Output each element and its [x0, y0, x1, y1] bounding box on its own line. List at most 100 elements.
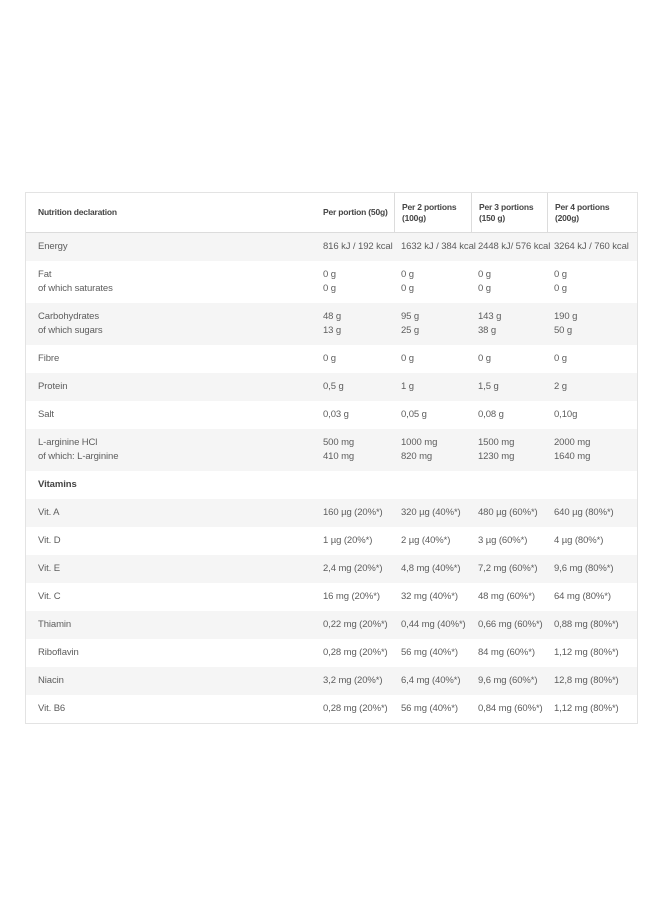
header-col: Per 2 portions (100g)	[394, 193, 471, 232]
header-col-line: (100g)	[402, 212, 426, 223]
cell-value: 0,28 mg (20%*)	[323, 703, 388, 714]
cell-value: 410 mg	[323, 451, 355, 462]
row-label: Niacin	[38, 675, 64, 686]
cell-value: 0 g	[323, 353, 336, 364]
row-label: L-arginine HCl	[38, 437, 98, 448]
cell-value: 0 g	[554, 353, 567, 364]
value-cell: 500 mg 410 mg	[316, 429, 394, 471]
value-cell: 9,6 mg (60%*)	[471, 667, 547, 695]
cell-value: 95 g	[401, 311, 420, 322]
value-cell: 84 mg (60%*)	[471, 639, 547, 667]
row-label: Vit. A	[38, 507, 60, 518]
cell-value: 0,5 g	[323, 381, 344, 392]
cell-value: 0 g	[401, 353, 414, 364]
value-cell: 0 g	[471, 345, 547, 373]
cell-value: 56 mg (40%*)	[401, 703, 458, 714]
cell-value: 3 µg (60%*)	[478, 535, 528, 546]
cell-value: 4,8 mg (40%*)	[401, 563, 461, 574]
row-label-cell: Vit. D	[26, 527, 316, 555]
cell-value: 0 g	[401, 269, 414, 280]
cell-value: 84 mg (60%*)	[478, 647, 535, 658]
row-label-cell: Vitamins	[26, 471, 316, 499]
cell-value: 190 g	[554, 311, 578, 322]
table-row: Protein 0,5 g 1 g 1,5 g 2 g	[26, 373, 637, 401]
table-row: Carbohydrates of which sugars 48 g 13 g 95 g…	[26, 303, 637, 345]
header-col-line: (200g)	[555, 212, 579, 223]
value-cell: 12,8 mg (80%*)	[547, 667, 637, 695]
value-cell: 2 µg (40%*)	[394, 527, 471, 555]
row-label-cell: Vit. B6	[26, 695, 316, 723]
cell-value: 1640 mg	[554, 451, 591, 462]
cell-value: 13 g	[323, 325, 342, 336]
value-cell: 7,2 mg (60%*)	[471, 555, 547, 583]
cell-value: 0,08 g	[478, 409, 504, 420]
value-cell: 32 mg (40%*)	[394, 583, 471, 611]
header-col-line: Per portion (50g)	[323, 207, 388, 217]
cell-value: 1 g	[401, 381, 414, 392]
value-cell: 0,28 mg (20%*)	[316, 695, 394, 723]
value-cell: 2000 mg 1640 mg	[547, 429, 637, 471]
value-cell: 4,8 mg (40%*)	[394, 555, 471, 583]
header-col: Per portion (50g)	[316, 193, 394, 232]
cell-value: 0,10g	[554, 409, 578, 420]
value-cell: 1632 kJ / 384 kcal	[394, 233, 476, 261]
value-cell: 0,05 g	[394, 401, 471, 429]
value-cell: 3 µg (60%*)	[471, 527, 547, 555]
value-cell: 1500 mg 1230 mg	[471, 429, 547, 471]
nutrition-facts-page: Nutrition declaration Per portion (50g) P…	[25, 192, 638, 724]
cell-value: 9,6 mg (60%*)	[478, 675, 538, 686]
value-cell: 1 µg (20%*)	[316, 527, 394, 555]
cell-value: 1500 mg	[478, 437, 515, 448]
table-header-row: Nutrition declaration Per portion (50g) P…	[26, 193, 637, 233]
cell-value: 1000 mg	[401, 437, 438, 448]
cell-value: 0 g	[323, 283, 336, 294]
cell-value: 0 g	[478, 283, 491, 294]
cell-value: 16 mg (20%*)	[323, 591, 380, 602]
value-cell	[394, 471, 471, 499]
cell-value: 2 g	[554, 381, 567, 392]
value-cell: 0,08 g	[471, 401, 547, 429]
row-sublabel: of which: L-arginine	[38, 451, 119, 462]
cell-value: 0,05 g	[401, 409, 427, 420]
value-cell: 2,4 mg (20%*)	[316, 555, 394, 583]
value-cell: 56 mg (40%*)	[394, 695, 471, 723]
table-row: Thiamin 0,22 mg (20%*) 0,44 mg (40%*) 0,66 …	[26, 611, 637, 639]
row-label: Carbohydrates	[38, 311, 100, 322]
table-row: Fibre 0 g 0 g 0 g 0 g	[26, 345, 637, 373]
table-row: Vit. D 1 µg (20%*) 2 µg (40%*) 3 µg (60%*) 4…	[26, 527, 637, 555]
header-col-line: (150 g)	[479, 212, 505, 223]
header-col: Per 3 portions (150 g)	[471, 193, 547, 232]
cell-value: 0,66 mg (60%*)	[478, 619, 543, 630]
cell-value: 64 mg (80%*)	[554, 591, 611, 602]
value-cell: 1,5 g	[471, 373, 547, 401]
row-label: Fat	[38, 269, 52, 280]
value-cell: 640 µg (80%*)	[547, 499, 637, 527]
value-cell: 1 g	[394, 373, 471, 401]
table-row: Niacin 3,2 mg (20%*) 6,4 mg (40%*) 9,6 mg (…	[26, 667, 637, 695]
row-sublabel: of which sugars	[38, 325, 103, 336]
nutrition-table: Nutrition declaration Per portion (50g) P…	[25, 192, 638, 724]
cell-value: 2,4 mg (20%*)	[323, 563, 383, 574]
row-label: Vit. B6	[38, 703, 66, 714]
table-row: Riboflavin 0,28 mg (20%*) 56 mg (40%*) 84 m…	[26, 639, 637, 667]
table-row: Salt 0,03 g 0,05 g 0,08 g 0,10g	[26, 401, 637, 429]
value-cell: 2 g	[547, 373, 637, 401]
value-cell: 816 kJ / 192 kcal	[316, 233, 394, 261]
row-label-cell: Salt	[26, 401, 316, 429]
cell-value: 0 g	[554, 283, 567, 294]
cell-value: 500 mg	[323, 437, 355, 448]
value-cell: 3,2 mg (20%*)	[316, 667, 394, 695]
value-cell: 3264 kJ / 760 kcal	[547, 233, 637, 261]
value-cell	[471, 471, 547, 499]
cell-value: 0 g	[478, 353, 491, 364]
row-label: Vit. E	[38, 563, 60, 574]
value-cell: 16 mg (20%*)	[316, 583, 394, 611]
header-col-line: Per 2 portions	[402, 201, 457, 212]
cell-value: 820 mg	[401, 451, 433, 462]
table-row: Energy 816 kJ / 192 kcal 1632 kJ / 384 kca…	[26, 233, 637, 261]
cell-value: 0,44 mg (40%*)	[401, 619, 466, 630]
value-cell: 0 g	[394, 345, 471, 373]
